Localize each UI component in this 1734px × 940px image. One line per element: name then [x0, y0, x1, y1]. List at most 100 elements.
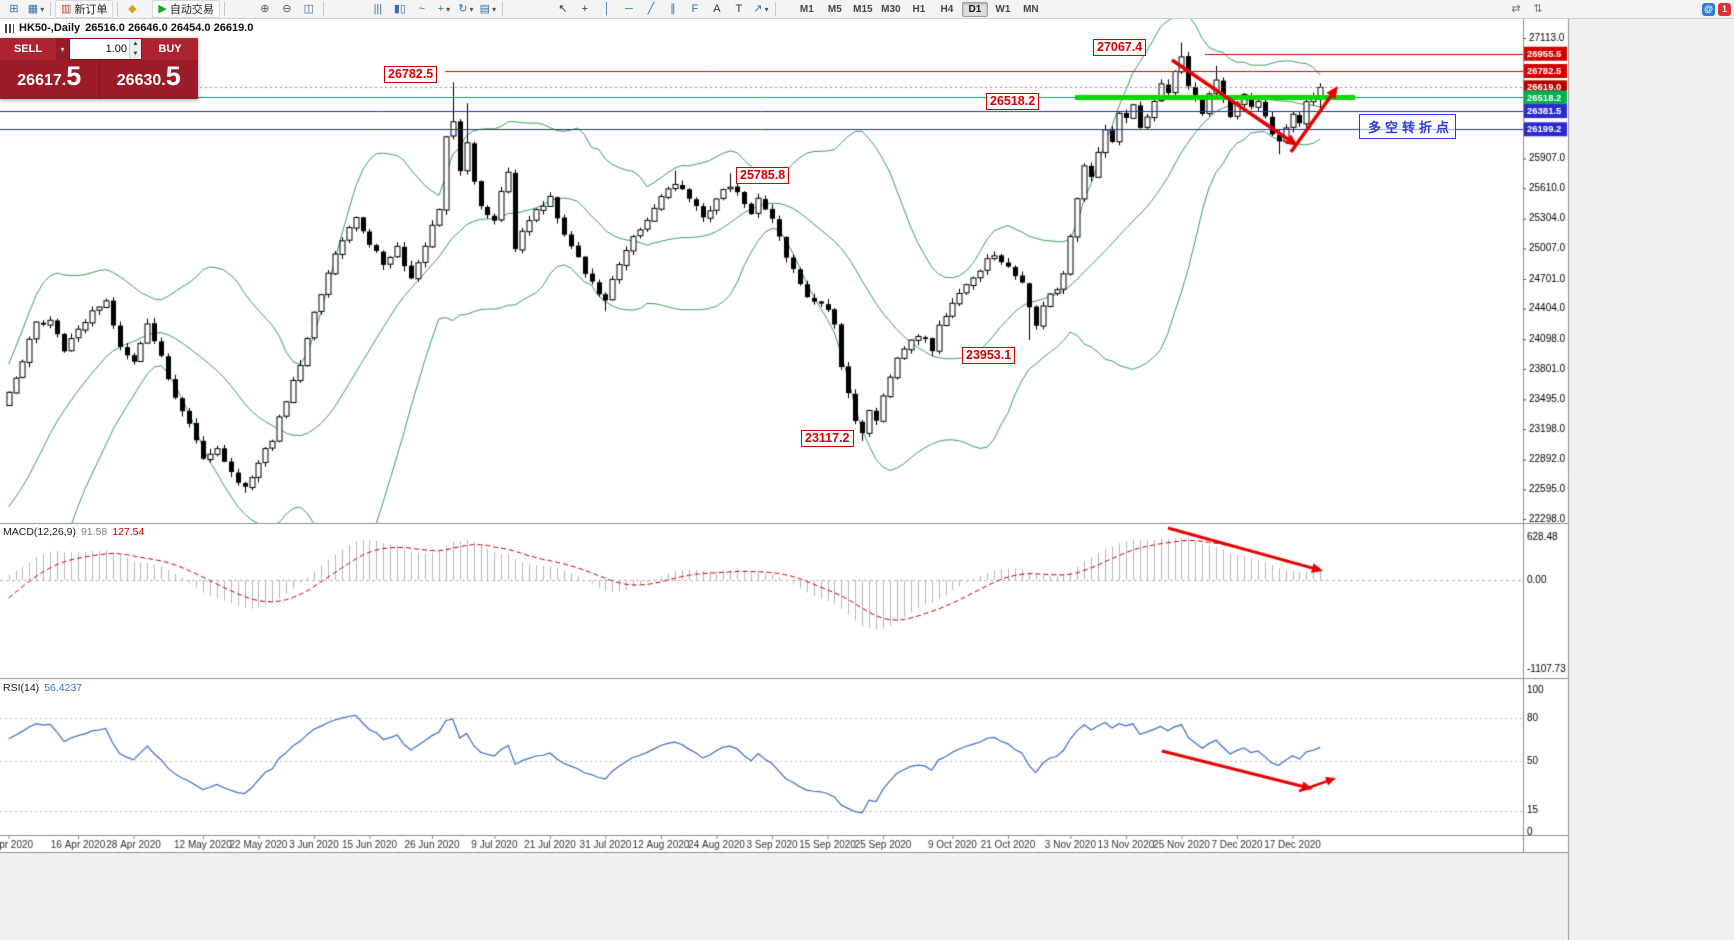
arrows-tool-icon[interactable]: ↗ ▾: [751, 0, 771, 18]
add-indicator-caret-icon[interactable]: ▾: [446, 4, 451, 14]
cursor-icon[interactable]: ↖: [553, 0, 573, 18]
sell-price[interactable]: 26617. 5: [0, 60, 99, 99]
buy-price[interactable]: 26630. 5: [98, 60, 199, 99]
timeframe-w1[interactable]: W1: [995, 3, 1011, 15]
buy-price-big: 5: [165, 61, 181, 91]
price-callout-label[interactable]: 23953.1: [962, 347, 1016, 364]
fibonacci-glyph-icon: F: [691, 2, 699, 15]
buy-price-main: 26630.: [116, 72, 166, 89]
bar-chart-icon[interactable]: |||: [368, 0, 388, 18]
trade-panel-price-row: 26617. 5 26630. 5: [0, 60, 198, 99]
profiles-glyph-icon: ▦: [27, 2, 39, 15]
autotrading-label: 自动交易: [169, 4, 214, 16]
one-click-trading-panel: SELL ▾ ▲ ▼ BUY 26617.5 26630.5: [0, 38, 198, 99]
autotrading-button[interactable]: ▶ 自动交易: [152, 0, 220, 18]
templates-glyph-icon: ▤: [479, 2, 491, 15]
templates-caret-icon[interactable]: ▾: [492, 4, 497, 14]
price-callout-label[interactable]: 23117.2: [801, 430, 854, 447]
price-callout-label[interactable]: 27067.4: [1093, 39, 1147, 56]
volume-increase-button[interactable]: ▲: [130, 39, 141, 49]
new-order-glyph-icon: ▥: [61, 2, 72, 15]
trendline-icon[interactable]: ╱: [641, 0, 661, 18]
timeframe-d1[interactable]: D1: [961, 1, 988, 17]
new-chart-icon[interactable]: ⊞: [4, 0, 24, 18]
timeframe-m30[interactable]: M30: [881, 3, 901, 15]
timeframe-h1[interactable]: H1: [912, 3, 926, 15]
text-icon[interactable]: A: [707, 0, 727, 18]
arrows-tool-glyph-icon: ↗: [753, 2, 763, 15]
toolbar-separator: [501, 2, 503, 16]
chart-symbol-period: HK50-,Daily: [19, 22, 81, 34]
price-callout-label[interactable]: 25785.8: [736, 167, 790, 184]
price-callout-label[interactable]: 26518.2: [986, 93, 1040, 110]
period-cycle-glyph-icon: ↻: [458, 2, 468, 15]
horizontal-line-icon[interactable]: ─: [619, 0, 639, 18]
text-label-glyph-icon: T: [735, 2, 743, 15]
candlestick-chart-icon[interactable]: ▮▯: [390, 0, 410, 18]
rsi-title: RSI(14): [3, 682, 40, 694]
timeframe-m5[interactable]: M5: [827, 3, 842, 15]
zoom-in-icon[interactable]: ⊕: [255, 0, 275, 18]
annotation-label[interactable]: 多空转折点: [1359, 114, 1457, 139]
period-cycle-icon[interactable]: ↻ ▾: [456, 0, 476, 18]
line-chart-icon[interactable]: ~: [412, 0, 432, 18]
vertical-line-glyph-icon: │: [603, 2, 611, 15]
text-label-icon[interactable]: T: [729, 0, 749, 18]
templates-icon[interactable]: ▤ ▾: [478, 0, 498, 18]
macd-main-value: 91.58: [80, 526, 108, 538]
zoom-in-glyph-icon: ⊕: [260, 2, 270, 15]
toolbar-items: ⊞ ▦ ▾ ▥ 新订单 ◆ ▶ 自动交易 ⊕ ⊖ ◫ ||| ▮▯ ~ + ▾ ↻ ▾ ▤ ▾ ↖ + │ ─ ╱ ∥ F A T ↗ ▾ M…: [3, 0, 1731, 18]
macd-title: MACD(12,26,9): [3, 526, 76, 538]
sell-button[interactable]: SELL: [0, 38, 56, 60]
timeframe-h4[interactable]: H4: [940, 3, 954, 15]
volume-input[interactable]: [70, 39, 129, 59]
arrows-tool-caret-icon[interactable]: ▾: [764, 4, 769, 14]
toolbar-separator: [774, 2, 776, 16]
price-callout-label[interactable]: 26782.5: [384, 66, 438, 83]
toolbar-separator: [223, 2, 225, 16]
zoom-out-icon[interactable]: ⊖: [277, 0, 297, 18]
volume-decrease-button[interactable]: ▼: [130, 49, 141, 59]
crosshair-glyph-icon: +: [581, 2, 589, 15]
volume-stepper: ▲ ▼: [129, 39, 141, 59]
rsi-label: RSI(14) 56.4237: [3, 682, 82, 694]
timeframe-m15[interactable]: M15: [853, 3, 873, 15]
zoom-out-glyph-icon: ⊖: [282, 2, 292, 15]
chart-header: HK50-,Daily 26516.0 26646.0 26454.0 2661…: [5, 22, 253, 34]
chart-ohlc: 26516.0 26646.0 26454.0 26619.0: [85, 22, 254, 34]
timeframe-mn[interactable]: MN: [1023, 3, 1039, 15]
toolbar-separator: [117, 2, 119, 16]
toolbar-separator: [322, 2, 324, 16]
cursor-glyph-icon: ↖: [558, 2, 568, 15]
toolbar: ⊞ ▦ ▾ ▥ 新订单 ◆ ▶ 自动交易 ⊕ ⊖ ◫ ||| ▮▯ ~ + ▾ ↻ ▾ ▤ ▾ ↖ + │ ─ ╱ ∥ F A T ↗ ▾ M…: [0, 0, 1734, 19]
rsi-value: 56.4237: [44, 682, 83, 694]
auto-scroll-icon[interactable]: ⇄: [1506, 0, 1526, 18]
period-cycle-caret-icon[interactable]: ▾: [469, 4, 474, 14]
community-icon[interactable]: @: [1702, 2, 1715, 16]
profiles-caret-icon[interactable]: ▾: [40, 4, 45, 14]
chart-shift-icon[interactable]: ⇅: [1528, 0, 1548, 18]
macd-signal-value: 127.54: [112, 526, 145, 538]
trade-panel-top-row: SELL ▾ ▲ ▼ BUY: [0, 38, 198, 60]
one-click-menu-caret-icon[interactable]: ▾: [56, 38, 69, 60]
add-indicator-icon[interactable]: + ▾: [434, 0, 454, 18]
notifications-badge[interactable]: 1: [1718, 2, 1731, 16]
horizontal-line-glyph-icon: ─: [624, 2, 633, 15]
profiles-icon[interactable]: ▦ ▾: [26, 0, 46, 18]
sell-price-main: 26617.: [17, 72, 67, 89]
chart-window-icon: [5, 23, 14, 33]
toolbar-separator: [50, 2, 51, 16]
metaeditor-icon[interactable]: ◆: [122, 0, 142, 18]
buy-button[interactable]: BUY: [142, 38, 198, 60]
chart-shift-glyph-icon: ⇅: [1533, 2, 1543, 15]
crosshair-icon[interactable]: +: [575, 0, 595, 18]
auto-scroll-glyph-icon: ⇄: [1511, 2, 1521, 15]
equidistant-channel-icon[interactable]: ∥: [663, 0, 683, 18]
tile-windows-icon[interactable]: ◫: [299, 0, 319, 18]
timeframe-m1[interactable]: M1: [799, 3, 814, 15]
new-order-button[interactable]: ▥ 新订单: [55, 0, 114, 18]
vertical-line-icon[interactable]: │: [597, 0, 617, 18]
fibonacci-icon[interactable]: F: [685, 0, 705, 18]
